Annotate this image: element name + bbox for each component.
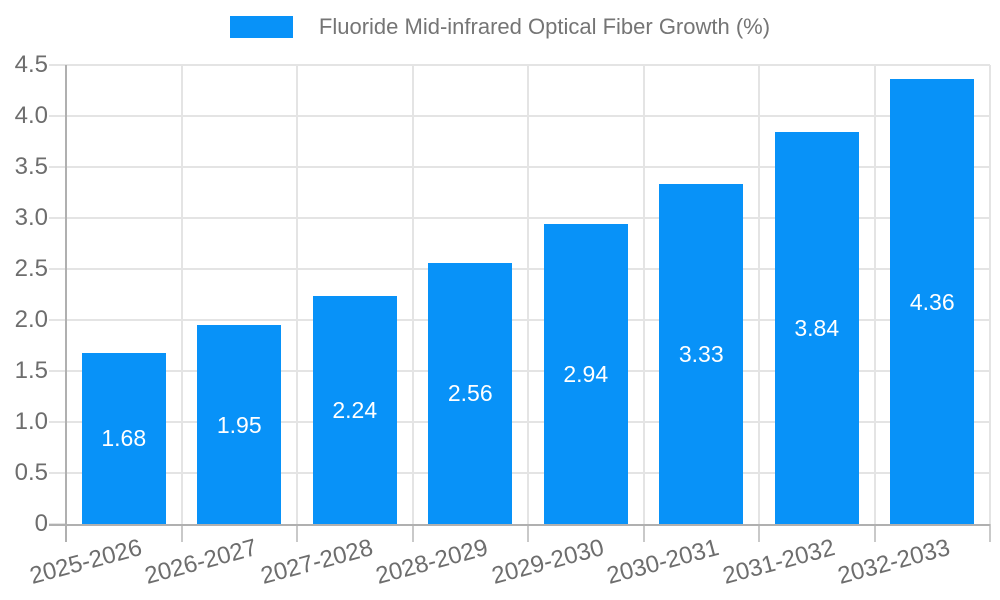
h-gridline <box>49 421 990 423</box>
v-gridline <box>296 65 298 524</box>
x-tick-label: 2026-2027 <box>142 534 261 590</box>
v-gridline <box>527 65 529 524</box>
bar-value-label: 3.84 <box>794 315 840 342</box>
bar-value-label: 2.56 <box>447 380 493 407</box>
bar-value-label: 1.95 <box>216 411 262 438</box>
x-tick-mark <box>758 524 760 542</box>
y-tick-label: 4.5 <box>14 51 48 78</box>
bar <box>312 295 397 524</box>
bar-value-label: 3.33 <box>678 341 724 368</box>
bar <box>428 262 513 524</box>
bar-value-label: 2.94 <box>563 361 609 388</box>
v-gridline <box>642 65 645 524</box>
h-gridline <box>49 115 990 117</box>
x-tick-label: 2032-2033 <box>835 534 954 590</box>
v-gridline <box>411 65 414 524</box>
bar <box>890 79 975 524</box>
v-gridline <box>758 65 760 524</box>
y-tick-label: 0.5 <box>14 459 48 486</box>
bar <box>543 224 628 524</box>
y-tick-label: 1.0 <box>14 408 48 435</box>
h-gridline <box>49 268 990 270</box>
bar-value-label: 2.24 <box>332 396 378 423</box>
bar <box>81 352 166 524</box>
x-tick-mark <box>411 524 414 542</box>
x-tick-mark <box>642 524 645 542</box>
x-tick-mark <box>873 524 876 542</box>
x-tick-mark <box>989 524 991 542</box>
x-axis-line <box>49 524 990 526</box>
x-tick-label: 2028-2029 <box>373 534 492 590</box>
x-tick-label: 2030-2031 <box>604 534 723 590</box>
h-gridline <box>49 370 990 372</box>
bar-value-label: 4.36 <box>909 288 955 315</box>
v-gridline <box>873 65 876 524</box>
y-axis-line <box>65 65 67 542</box>
h-gridline <box>49 319 990 321</box>
x-tick-mark <box>180 524 183 542</box>
legend-swatch <box>229 16 293 38</box>
h-gridline <box>49 217 990 219</box>
v-gridline <box>989 65 991 524</box>
x-tick-label: 2029-2030 <box>488 534 607 590</box>
h-gridline <box>49 166 990 168</box>
h-gridline <box>49 64 990 66</box>
bar-value-label: 1.68 <box>101 425 147 452</box>
legend-label: Fluoride Mid-infrared Optical Fiber Grow… <box>318 14 771 39</box>
x-tick-label: 2025-2026 <box>26 534 145 590</box>
y-tick-label: 3.5 <box>14 153 48 180</box>
x-tick-label: 2031-2032 <box>719 534 838 590</box>
bar <box>774 132 859 524</box>
bar <box>197 325 282 524</box>
x-tick-label: 2027-2028 <box>257 534 376 590</box>
y-tick-label: 1.5 <box>14 357 48 384</box>
y-tick-label: 4.0 <box>14 102 48 129</box>
x-tick-mark <box>296 524 298 542</box>
y-tick-label: 3.0 <box>14 204 48 231</box>
y-tick-label: 0 <box>34 510 48 537</box>
y-tick-label: 2.0 <box>14 306 48 333</box>
x-tick-mark <box>527 524 529 542</box>
y-tick-label: 2.5 <box>14 255 48 282</box>
legend: Fluoride Mid-infrared Optical Fiber Grow… <box>0 14 1000 40</box>
v-gridline <box>180 65 183 524</box>
bar <box>659 184 744 524</box>
h-gridline <box>49 472 990 474</box>
